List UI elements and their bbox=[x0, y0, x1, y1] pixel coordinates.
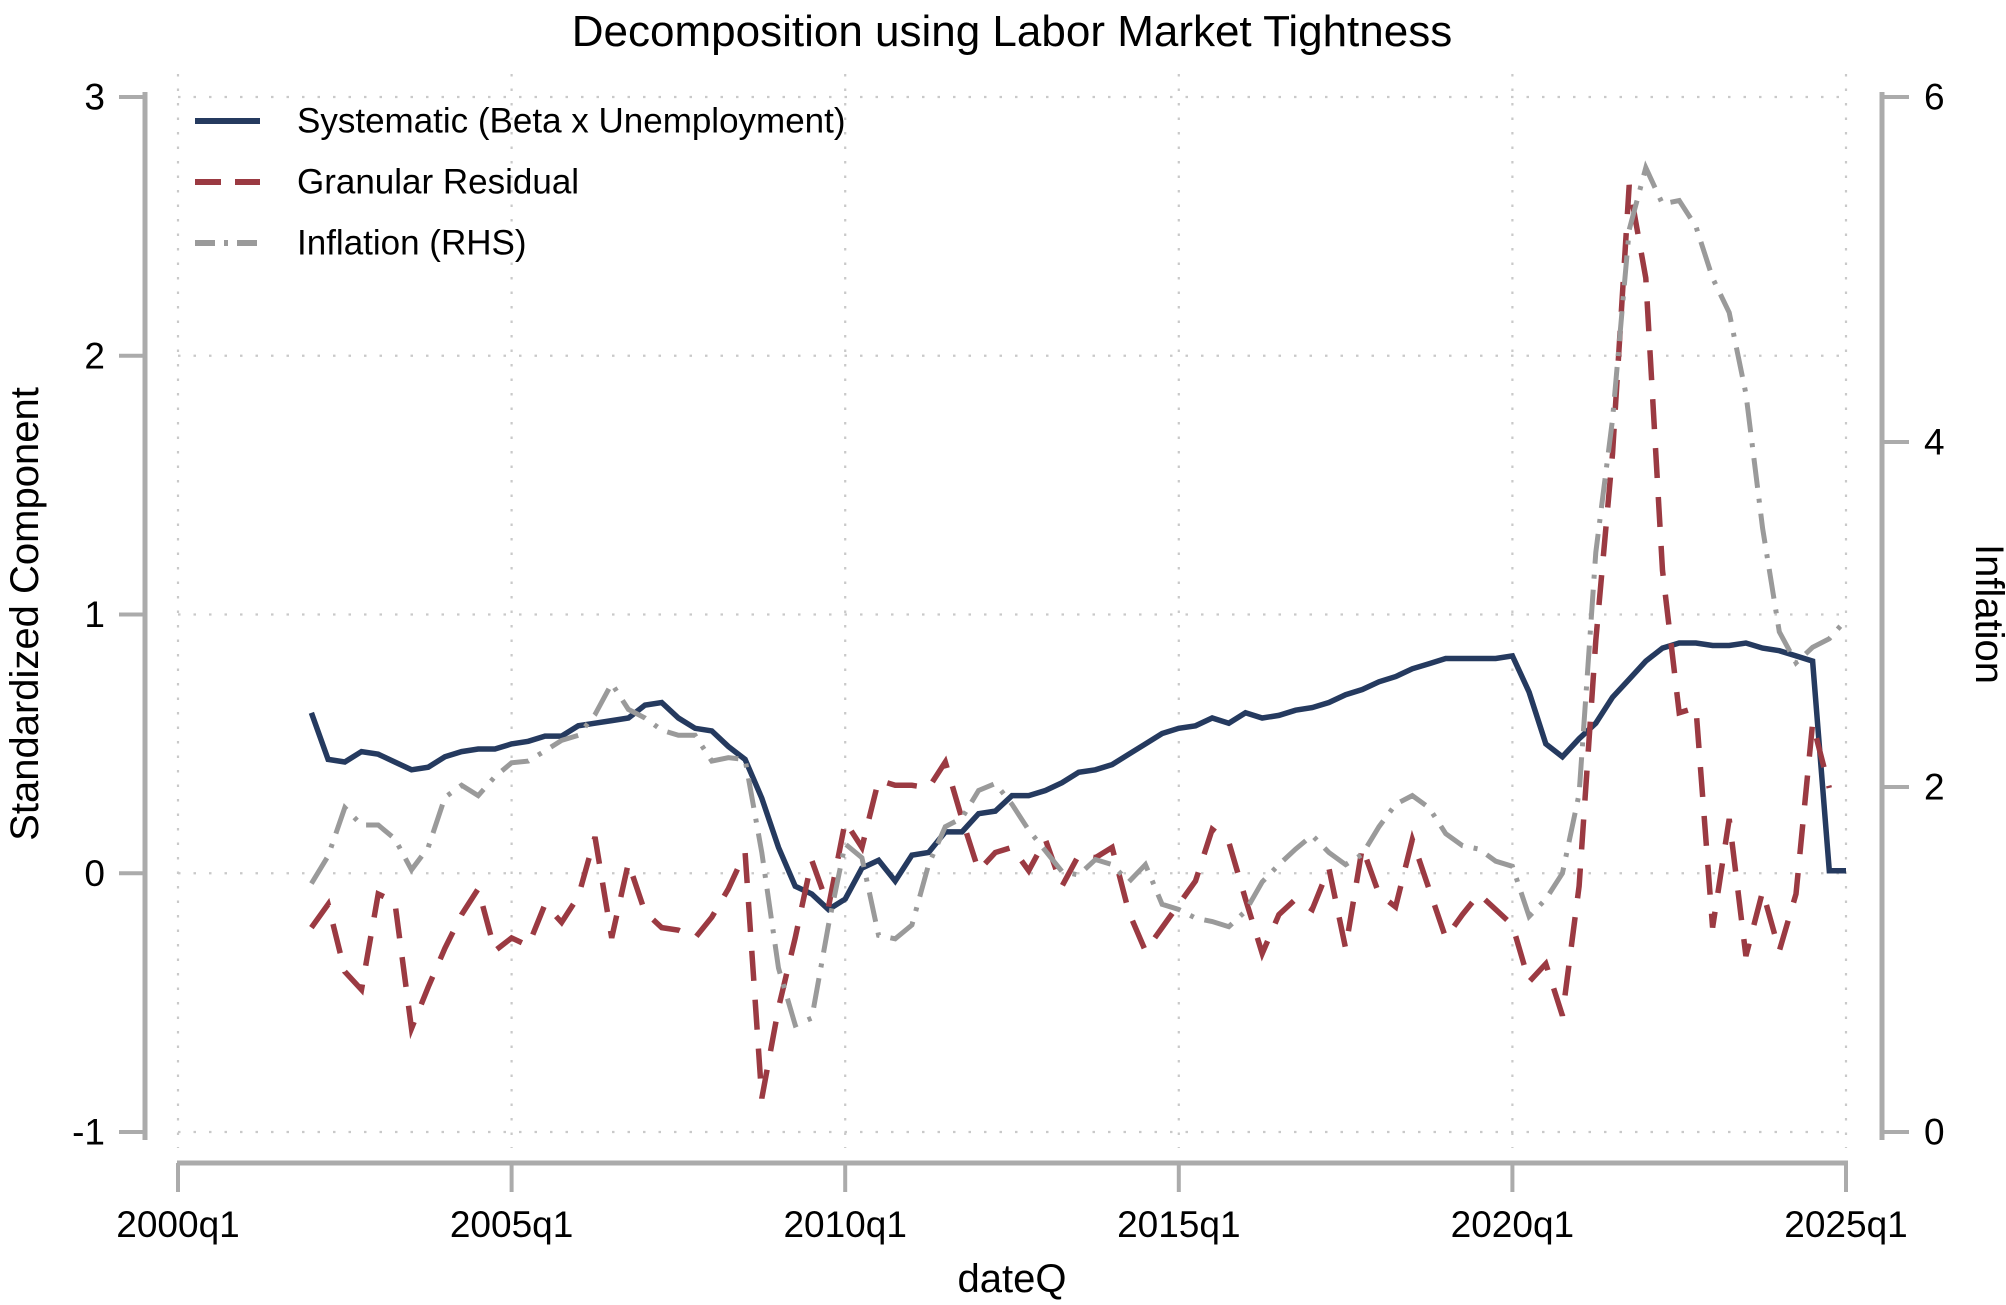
left-tick-label: -1 bbox=[72, 1112, 105, 1153]
legend-item-granular: Granular Residual bbox=[195, 163, 579, 202]
chart-title: Decomposition using Labor Market Tightne… bbox=[572, 7, 1452, 56]
left-tick-label: 2 bbox=[84, 335, 105, 376]
legend: Systematic (Beta x Unemployment) Granula… bbox=[195, 102, 846, 263]
legend-label-systematic: Systematic (Beta x Unemployment) bbox=[297, 102, 846, 141]
x-tick-label: 2025q1 bbox=[1784, 1204, 1907, 1245]
right-tick-label: 0 bbox=[1924, 1112, 1945, 1153]
right-tick-label: 2 bbox=[1924, 767, 1945, 808]
right-tick-label: 6 bbox=[1924, 77, 1945, 118]
legend-item-inflation: Inflation (RHS) bbox=[195, 224, 527, 263]
series-line-1-granular-residual bbox=[309, 184, 1832, 1099]
x-tick-label: 2020q1 bbox=[1451, 1204, 1574, 1245]
legend-item-systematic: Systematic (Beta x Unemployment) bbox=[195, 102, 846, 141]
right-tick-label: 4 bbox=[1924, 422, 1945, 463]
x-tick-label: 2000q1 bbox=[116, 1204, 239, 1245]
left-tick-label: 1 bbox=[84, 594, 105, 635]
x-tick-label: 2010q1 bbox=[783, 1204, 906, 1245]
series-line-2-inflation-rhs bbox=[309, 160, 1848, 1029]
left-axis-title: Standardized Component bbox=[3, 387, 47, 841]
left-tick-label: 3 bbox=[84, 77, 105, 118]
left-tick-label: 0 bbox=[84, 853, 105, 894]
legend-label-granular: Granular Residual bbox=[297, 163, 579, 202]
legend-label-inflation: Inflation (RHS) bbox=[297, 224, 527, 263]
right-axis-title: Inflation bbox=[1967, 544, 2006, 684]
series-line-0-systematic-beta-x-unemployment bbox=[308, 640, 1846, 913]
x-axis-title: dateQ bbox=[958, 1257, 1067, 1301]
plot-area: 3 2 1 0 -1 6 4 2 0 2000q1 2005q1 2010q1 2015q1 2020q1… bbox=[72, 74, 1945, 1245]
x-tick-label: 2015q1 bbox=[1117, 1204, 1240, 1245]
x-tick-label: 2005q1 bbox=[450, 1204, 573, 1245]
